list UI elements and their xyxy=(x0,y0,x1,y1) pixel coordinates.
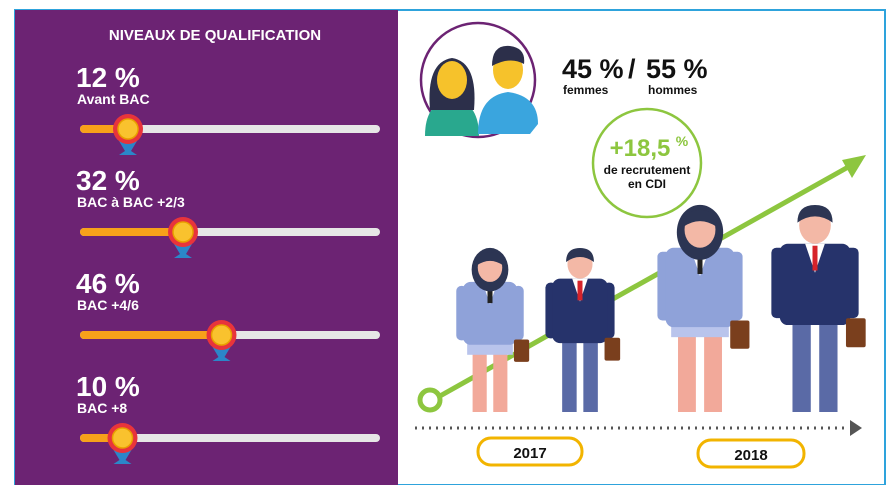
briefcase xyxy=(605,338,621,361)
people xyxy=(456,205,865,412)
growth-line1: de recrutement xyxy=(604,163,691,177)
leg xyxy=(819,321,837,412)
arrow-start xyxy=(420,390,440,410)
growth-value: +18,5 xyxy=(610,135,671,162)
tie xyxy=(578,281,583,301)
leg xyxy=(792,321,810,412)
women-label: femmes xyxy=(563,83,609,97)
briefcase xyxy=(514,340,529,362)
year-label: 2017 xyxy=(513,445,546,462)
medal-inner xyxy=(173,222,193,242)
infographic: NIVEAUX DE QUALIFICATION 12 %Avant BAC 32… xyxy=(0,0,891,485)
slider-fill xyxy=(80,228,183,236)
briefcase xyxy=(730,320,749,348)
tie xyxy=(813,246,818,271)
briefcase xyxy=(846,318,866,347)
growth-line2: en CDI xyxy=(628,177,666,191)
leg xyxy=(562,339,576,412)
men-label: hommes xyxy=(648,83,698,97)
medal-inner xyxy=(113,428,133,448)
left-panel xyxy=(15,10,398,485)
medal-inner xyxy=(212,325,232,345)
level-name: BAC +8 xyxy=(77,400,127,416)
men-value: 55 % xyxy=(646,54,708,84)
level-value: 32 % xyxy=(76,165,140,196)
growth-unit: % xyxy=(676,133,689,149)
level-value: 12 % xyxy=(76,62,140,93)
level-value: 46 % xyxy=(76,268,140,299)
year-label: 2018 xyxy=(734,447,767,464)
woman-face xyxy=(437,61,467,99)
separator: / xyxy=(628,54,636,84)
level-name: BAC à BAC +2/3 xyxy=(77,194,185,210)
leg xyxy=(583,339,597,412)
panel-title: NIVEAUX DE QUALIFICATION xyxy=(109,27,321,44)
level-name: BAC +4/6 xyxy=(77,297,139,313)
slider-fill xyxy=(80,331,222,339)
timeline-head xyxy=(850,420,862,436)
medal-inner xyxy=(118,119,138,139)
women-value: 45 % xyxy=(562,54,624,84)
level-name: Avant BAC xyxy=(77,91,150,107)
level-value: 10 % xyxy=(76,371,140,402)
